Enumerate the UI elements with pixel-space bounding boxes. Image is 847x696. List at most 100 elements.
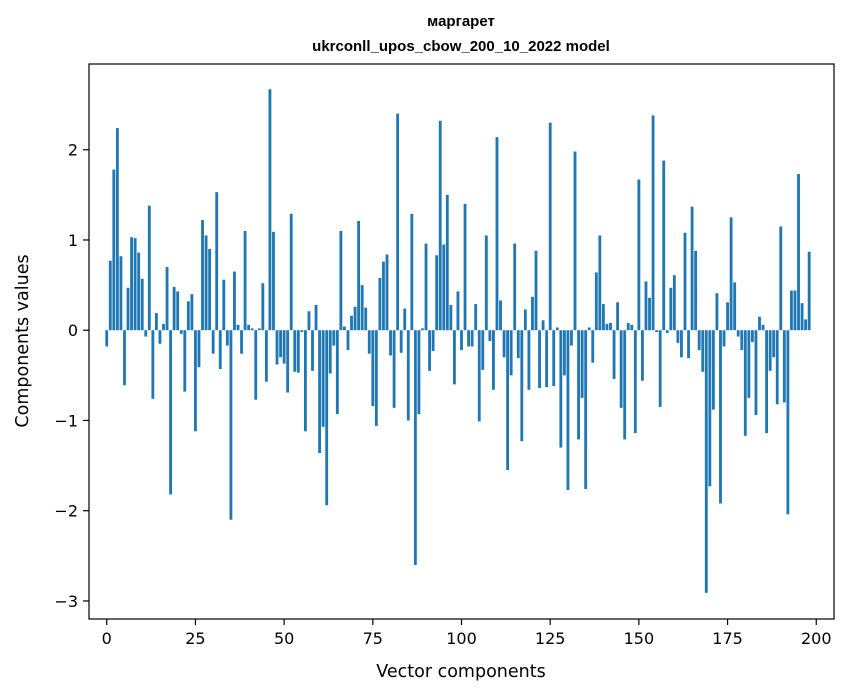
y-tick-label: −2 (54, 502, 78, 521)
bar-92 (431, 330, 435, 351)
bar-53 (293, 330, 297, 372)
x-tick-label: 125 (535, 629, 566, 648)
bar-12 (147, 205, 151, 331)
x-tick-label: 100 (446, 629, 477, 648)
bar-127 (555, 327, 559, 331)
bar-73 (364, 307, 368, 331)
bar-83 (399, 330, 403, 353)
bar-196 (800, 303, 804, 331)
bar-13 (151, 330, 155, 399)
bar-38 (240, 330, 243, 354)
bar-37 (236, 324, 240, 331)
chart-subtitle: ukrconll_upos_cbow_200_10_2022 model (312, 38, 610, 55)
bar-91 (428, 330, 431, 371)
bar-126 (552, 330, 556, 387)
bar-1 (108, 260, 112, 331)
bar-131 (570, 330, 573, 346)
bar-110 (495, 137, 499, 331)
bar-198 (807, 251, 811, 331)
bar-137 (591, 330, 595, 363)
bar-80 (389, 330, 392, 356)
bar-162 (680, 330, 683, 358)
bar-163 (683, 232, 687, 331)
bar-42 (254, 330, 258, 400)
bar-10 (140, 278, 144, 331)
bar-160 (672, 275, 676, 331)
bar-133 (577, 330, 580, 440)
bar-146 (623, 330, 627, 440)
bar-14 (154, 313, 158, 331)
bar-189 (775, 330, 779, 405)
bar-170 (708, 330, 712, 487)
bar-114 (509, 330, 513, 376)
bar-46 (268, 89, 272, 331)
bar-47 (272, 231, 275, 331)
bar-134 (580, 330, 584, 398)
x-tick-label: 150 (624, 629, 655, 648)
bar-177 (733, 282, 737, 331)
bar-151 (641, 330, 644, 381)
bar-20 (176, 291, 180, 331)
bar-84 (403, 308, 407, 331)
plot-frame (88, 63, 835, 620)
bar-56 (303, 330, 307, 432)
bar-77 (378, 277, 382, 331)
bar-72 (360, 285, 364, 331)
bar-96 (445, 194, 449, 331)
bar-122 (538, 330, 541, 388)
bar-159 (669, 287, 673, 331)
bar-181 (747, 330, 751, 398)
bar-59 (314, 304, 318, 331)
bar-76 (374, 330, 378, 426)
bar-64 (332, 330, 336, 346)
bar-144 (616, 302, 620, 331)
bar-18 (169, 330, 173, 495)
bar-143 (612, 330, 616, 379)
bar-180 (743, 330, 747, 436)
bar-149 (633, 330, 637, 434)
bar-43 (257, 328, 261, 331)
x-tick-label: 75 (363, 629, 383, 648)
bar-100 (460, 330, 463, 351)
x-tick-label: 175 (712, 629, 743, 648)
bar-115 (513, 243, 517, 331)
bar-98 (452, 330, 456, 385)
bar-82 (396, 113, 400, 331)
bar-25 (194, 330, 197, 432)
bar-139 (598, 235, 602, 331)
bar-99 (456, 291, 460, 331)
bar-128 (559, 330, 563, 448)
bar-107 (484, 235, 488, 331)
bar-174 (722, 330, 726, 347)
bar-103 (470, 330, 474, 347)
bar-172 (715, 293, 719, 331)
bar-192 (786, 330, 790, 515)
bar-182 (750, 330, 754, 342)
bar-23 (186, 301, 190, 331)
bar-79 (385, 254, 389, 331)
bar-135 (584, 330, 588, 490)
bar-65 (335, 330, 339, 415)
bar-60 (318, 330, 322, 453)
bar-48 (275, 330, 279, 365)
bar-4 (119, 256, 123, 331)
bar-7 (130, 237, 133, 331)
bar-55 (300, 330, 304, 333)
y-tick-label: −3 (54, 592, 78, 611)
bar-158 (665, 330, 669, 333)
bar-102 (467, 330, 471, 347)
bar-101 (463, 203, 467, 331)
bar-78 (382, 261, 385, 331)
x-tick-label: 50 (274, 629, 294, 648)
bar-62 (325, 330, 329, 506)
bar-152 (644, 281, 648, 331)
bar-71 (357, 221, 361, 331)
bar-74 (367, 330, 371, 354)
bar-165 (690, 206, 694, 331)
bars-group (105, 89, 811, 593)
bar-191 (782, 330, 786, 403)
bar-187 (768, 330, 772, 371)
bar-194 (793, 290, 797, 331)
bar-171 (711, 330, 715, 410)
bar-186 (765, 330, 769, 434)
